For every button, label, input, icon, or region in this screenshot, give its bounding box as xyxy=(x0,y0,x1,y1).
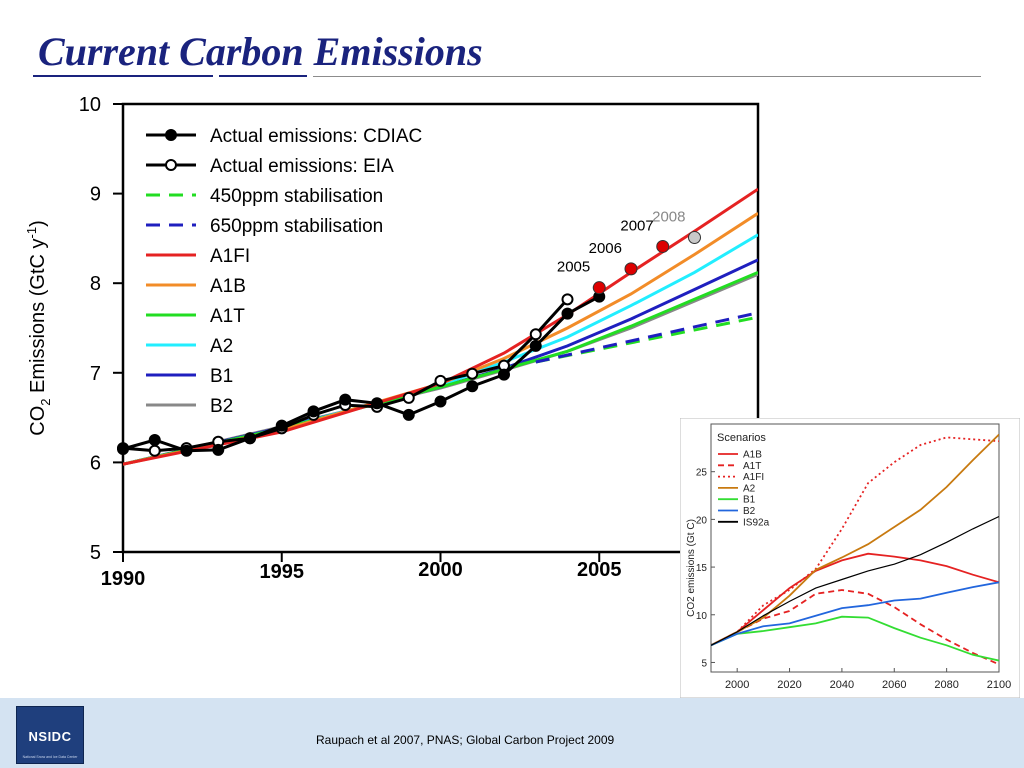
inset-x-tick-label: 2080 xyxy=(934,679,958,691)
main-emissions-chart: 5 6 7 8 9 10 1990 1995 2000 2005 CO2 Emissions (Gt… xyxy=(24,94,760,590)
inset-y-tick-label: 10 xyxy=(696,611,708,622)
series-line-650ppm-stabilisation xyxy=(535,311,758,364)
x-tick-label: 2005 xyxy=(577,559,622,581)
inset-legend-label-a2: A2 xyxy=(743,483,756,494)
data-point-actual-emissions-cdiac xyxy=(180,444,193,457)
logo-text: NSIDC xyxy=(28,729,72,744)
series-line-actual-emissions-cdiac xyxy=(122,295,601,453)
legend-label-actual-emissions-cdiac: Actual emissions: CDIAC xyxy=(210,126,422,147)
inset-legend-label-a1b: A1B xyxy=(743,450,762,461)
data-point-actual-emissions-eia xyxy=(434,374,447,387)
inset-y-axis-label: CO2 emissions (Gt C) xyxy=(686,519,697,617)
y-tick-label: 9 xyxy=(90,184,101,206)
data-point-actual-emissions-eia xyxy=(148,444,161,457)
data-point-actual-emissions-cdiac xyxy=(529,339,542,352)
title-underline xyxy=(313,76,981,77)
inset-series-line-b1 xyxy=(711,615,999,662)
data-point-actual-emissions-cdiac xyxy=(307,405,320,418)
data-point-actual-emissions-cdiac xyxy=(244,432,256,445)
data-point-actual-emissions-cdiac xyxy=(148,434,161,446)
inset-series-line-a2 xyxy=(711,433,999,647)
annotation-label-2006: 2006 xyxy=(589,240,622,257)
inset-x-tick-label: 2000 xyxy=(725,679,749,691)
data-point-actual-emissions-eia xyxy=(561,293,574,306)
data-point-actual-emissions-eia xyxy=(402,391,415,404)
x-tick-label: 1995 xyxy=(260,561,305,583)
data-point-actual-emissions-cdiac xyxy=(117,442,129,455)
data-point-actual-emissions-cdiac xyxy=(275,419,288,432)
data-point-actual-emissions-eia xyxy=(529,328,542,341)
title-underline xyxy=(219,75,307,77)
annotation-point-2005 xyxy=(592,281,606,295)
annotation-point-2007 xyxy=(656,239,670,253)
series-line-450ppm-stabilisation xyxy=(535,315,758,364)
inset-x-tick-label: 2060 xyxy=(882,679,906,691)
plot-frame xyxy=(121,102,760,554)
citation-text: Raupach et al 2007, PNAS; Global Carbon … xyxy=(316,733,615,747)
y-axis-label: CO2 Emissions (GtC y-1) xyxy=(24,220,53,436)
data-point-actual-emissions-eia xyxy=(466,367,479,380)
data-point-actual-emissions-cdiac xyxy=(466,380,479,393)
y-tick-label: 5 xyxy=(90,542,101,564)
x-tick-label: 2000 xyxy=(418,559,463,581)
legend-label-actual-emissions-eia: Actual emissions: EIA xyxy=(210,156,394,177)
inset-legend-label-a1fi: A1FI xyxy=(743,472,764,483)
legend: Actual emissions: CDIAC Actual emissions:… xyxy=(146,126,422,417)
data-point-actual-emissions-cdiac xyxy=(212,443,225,456)
inset-x-tick-label: 2040 xyxy=(830,679,854,691)
legend-label-a1b: A1B xyxy=(210,276,246,297)
y-tick-label: 6 xyxy=(90,452,101,474)
legend-label-a1fi: A1FI xyxy=(210,246,250,267)
annotation-label-2007: 2007 xyxy=(620,217,653,234)
data-point-actual-emissions-cdiac xyxy=(498,368,510,381)
inset-legend-label-b2: B2 xyxy=(743,506,756,517)
inset-legend-label-b1: B1 xyxy=(743,495,756,506)
legend-marker-actual-emissions-cdiac xyxy=(165,129,177,141)
legend-label-650ppm-stabilisation: 650ppm stabilisation xyxy=(210,216,383,237)
inset-series-line-a1fi xyxy=(711,436,999,647)
legend-marker-actual-emissions-eia xyxy=(165,159,177,171)
legend-label-b2: B2 xyxy=(210,396,233,417)
data-point-actual-emissions-cdiac xyxy=(339,393,352,406)
data-point-actual-emissions-cdiac xyxy=(402,408,415,421)
legend-label-a1t: A1T xyxy=(210,306,245,327)
y-tick-label: 7 xyxy=(90,363,101,385)
y-tick-label: 8 xyxy=(90,273,101,295)
data-point-actual-emissions-cdiac xyxy=(371,397,383,410)
annotation-point-2006 xyxy=(624,262,638,276)
inset-legend-label-is92a: IS92a xyxy=(743,517,770,528)
inset-series-line-b2 xyxy=(711,581,999,647)
legend-label-b1: B1 xyxy=(210,366,233,387)
data-point-actual-emissions-cdiac xyxy=(561,307,574,320)
logo-subtext: National Snow and Ice Data Center xyxy=(22,755,78,759)
inset-series-line-a1b xyxy=(711,552,999,647)
inset-legend-label-a1t: A1T xyxy=(743,461,761,472)
annotation-point-2008 xyxy=(688,231,701,245)
nsidc-logo: NSIDC National Snow and Ice Data Center xyxy=(16,706,84,764)
annotation-label-2005: 2005 xyxy=(557,259,590,276)
inset-x-tick-label: 2020 xyxy=(777,679,801,691)
scenarios-inset-chart: 2000 2020 2040 2060 2080 2100 5 10 15 20 25 CO2 emi… xyxy=(680,418,1020,698)
title-underline xyxy=(33,75,213,77)
slide-title: Current Carbon Emissions xyxy=(38,29,483,74)
inset-y-tick-label: 5 xyxy=(701,658,707,669)
annotation-label-2008: 2008 xyxy=(652,209,685,226)
data-point-actual-emissions-cdiac xyxy=(434,395,447,408)
inset-y-tick-label: 15 xyxy=(696,563,708,574)
y-tick-label: 10 xyxy=(79,94,101,116)
footer-bar xyxy=(0,698,1024,768)
x-tick-label: 1990 xyxy=(101,568,146,590)
legend-label-450ppm-stabilisation: 450ppm stabilisation xyxy=(210,186,383,207)
inset-y-tick-label: 25 xyxy=(696,468,708,479)
inset-series-line-is92a xyxy=(711,515,999,646)
inset-x-tick-label: 2100 xyxy=(987,679,1011,691)
inset-legend-title: Scenarios xyxy=(717,432,766,444)
inset-y-tick-label: 20 xyxy=(696,515,708,526)
legend-label-a2: A2 xyxy=(210,336,233,357)
